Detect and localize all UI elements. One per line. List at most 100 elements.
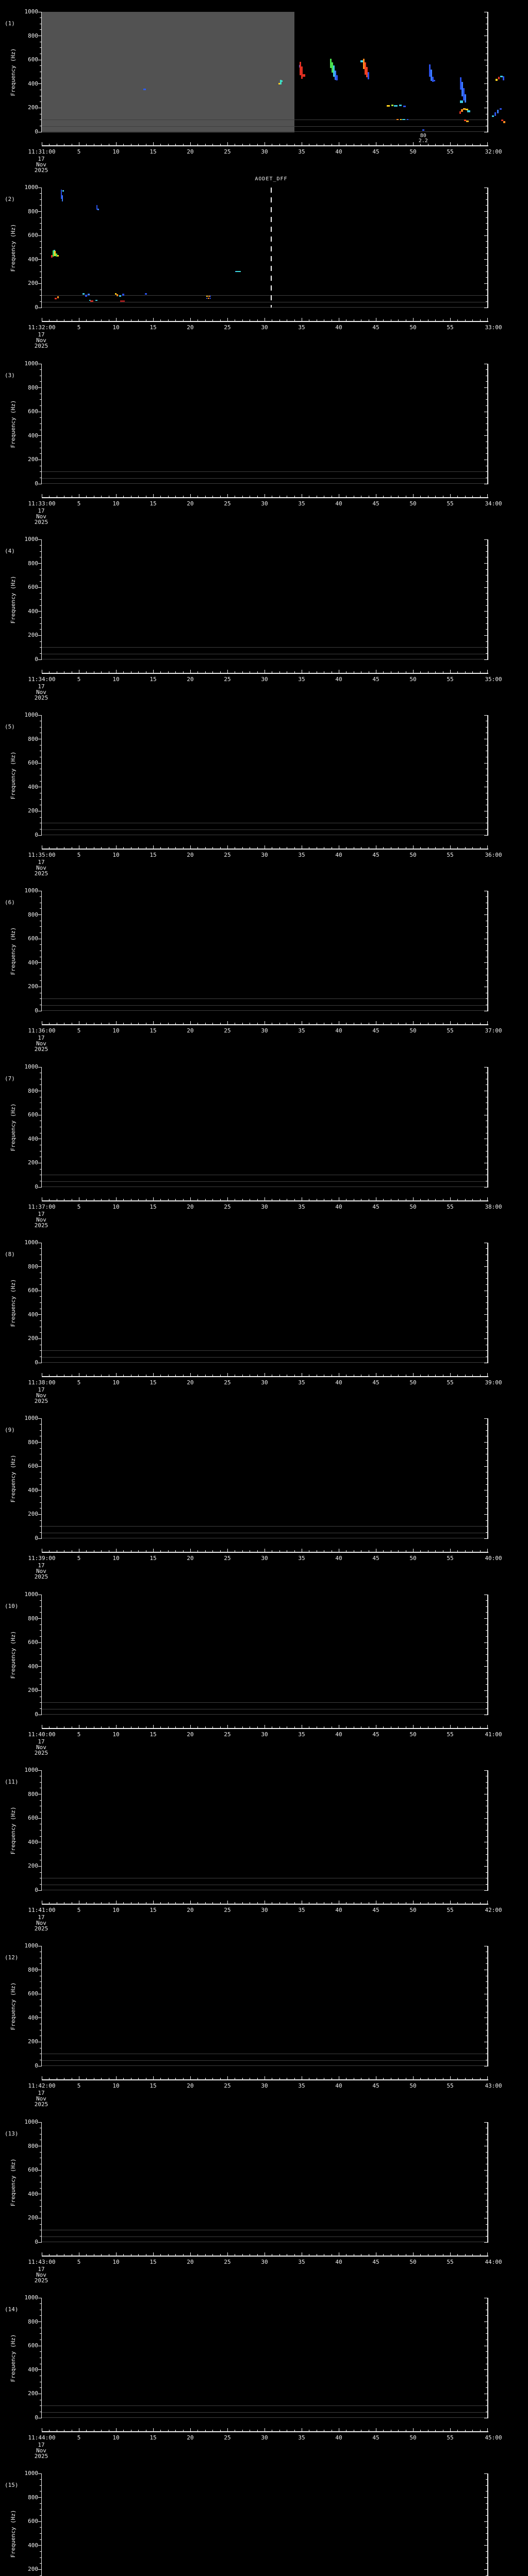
x-tick-label: 55 [447,1731,453,1738]
y-tick-right [486,2315,487,2316]
x-tick-label: 45 [372,1731,379,1738]
y-tick-right [486,2509,487,2510]
y-tick [39,1430,41,1431]
y-tick [39,1460,41,1461]
x-tick [220,671,221,673]
x-tick [450,318,451,321]
x-tick [138,1199,139,1200]
y-tick-right [484,1266,487,1267]
x-tick [398,2430,399,2431]
detection-mark [143,89,146,91]
spectrogram-panel: 0 200 400 600 800 1000 Frequency (Hz) (6) 11:36:… [0,879,528,1055]
y-tick-right [486,65,487,66]
x-tick [279,1375,280,1376]
y-tick-right [484,587,487,588]
y-tick [39,2188,41,2189]
x-tick [101,144,102,145]
y-tick-right [484,259,487,260]
x-tick-label: 30 [261,500,268,507]
y-tick-label: 1000 [0,1063,39,1070]
y-tick-right [486,629,487,630]
x-tick [480,2254,481,2256]
spectrogram-panel: 0 200 400 600 800 1000 Frequency (Hz) (13) 11:43… [0,2110,528,2286]
panel-index: (15) [5,2482,19,2488]
x-tick-label: 5 [77,852,81,858]
y-tick-right [486,471,487,472]
y-tick [38,563,41,564]
x-tick [457,319,458,321]
x-tick [242,671,243,673]
x-tick [450,2428,451,2431]
y-axis-right-line [487,1595,488,1715]
x-tick [197,1375,199,1376]
x-tick [212,144,213,145]
x-tick [294,1199,295,1200]
x-tick-label: 45 [372,1907,379,1913]
x-tick [197,496,199,497]
y-tick-label: 200 [0,2215,38,2221]
x-tick [480,671,481,673]
y-tick-right [486,2551,487,2552]
x-tick-label: 55 [447,676,453,683]
x-tick [160,847,161,849]
y-tick-right [486,2533,487,2534]
x-tick [227,494,228,497]
x-tick [86,2430,87,2431]
y-tick-right [486,1702,487,1703]
event-line [270,188,272,308]
detection-mark [85,294,87,297]
y-axis-right-line [487,1067,488,1188]
y-tick-label: 600 [0,760,38,766]
detection-mark [278,82,280,84]
x-tick-label: 35 [298,324,305,331]
x-tick-label: 10 [112,676,119,683]
y-tick [39,2315,41,2316]
x-tick [450,1197,451,1200]
detection-mark [397,118,399,120]
y-tick-right [484,211,487,212]
x-tick [197,1023,199,1024]
x-tick-label: 30 [261,1027,268,1034]
x-tick [205,2254,206,2256]
detection-mark [299,61,301,75]
detection-mark [302,74,306,77]
y-tick-label: 400 [0,1136,38,1142]
y-tick-label: 0 [0,832,38,838]
x-axis-start-label: 11:40:00 [28,1731,56,1738]
band-line [42,647,488,648]
y-tick [38,1514,41,1515]
y-tick [39,277,41,278]
x-tick-label: 55 [447,2259,453,2265]
y-tick-right [486,199,487,200]
x-tick [175,1726,176,1728]
y-tick [38,1818,41,1819]
y-tick-right [484,1618,487,1619]
y-tick-right [486,817,487,818]
x-axis-start-label: 11:33:00 [28,500,56,507]
x-tick-label: 50 [409,1555,416,1562]
x-tick-label: 40 [335,500,342,507]
y-axis-line [41,2473,42,2576]
x-tick-label: 30 [261,1731,268,1738]
x-tick [383,319,384,321]
x-axis-start-label: 11:38:00 [28,1379,56,1386]
x-tick [279,2430,280,2431]
y-tick-right [486,2539,487,2540]
x-tick [420,1550,421,1552]
x-tick-label: 5 [77,1204,81,1210]
y-tick [39,2206,41,2207]
y-axis-line [41,1770,42,1891]
x-tick [457,1902,458,1904]
date-line: 17 [38,1914,44,1921]
x-tick-label: 40 [335,2434,342,2441]
y-tick [39,247,41,248]
detection-mark [464,120,466,122]
x-tick-label: 45 [372,324,379,331]
y-tick-right [486,223,487,224]
x-tick [183,496,184,497]
x-tick [175,2254,176,2256]
y-tick-label: 800 [0,1791,38,1798]
x-tick [413,1021,414,1024]
y-tick [39,1981,41,1982]
x-tick-label: 20 [187,500,193,507]
